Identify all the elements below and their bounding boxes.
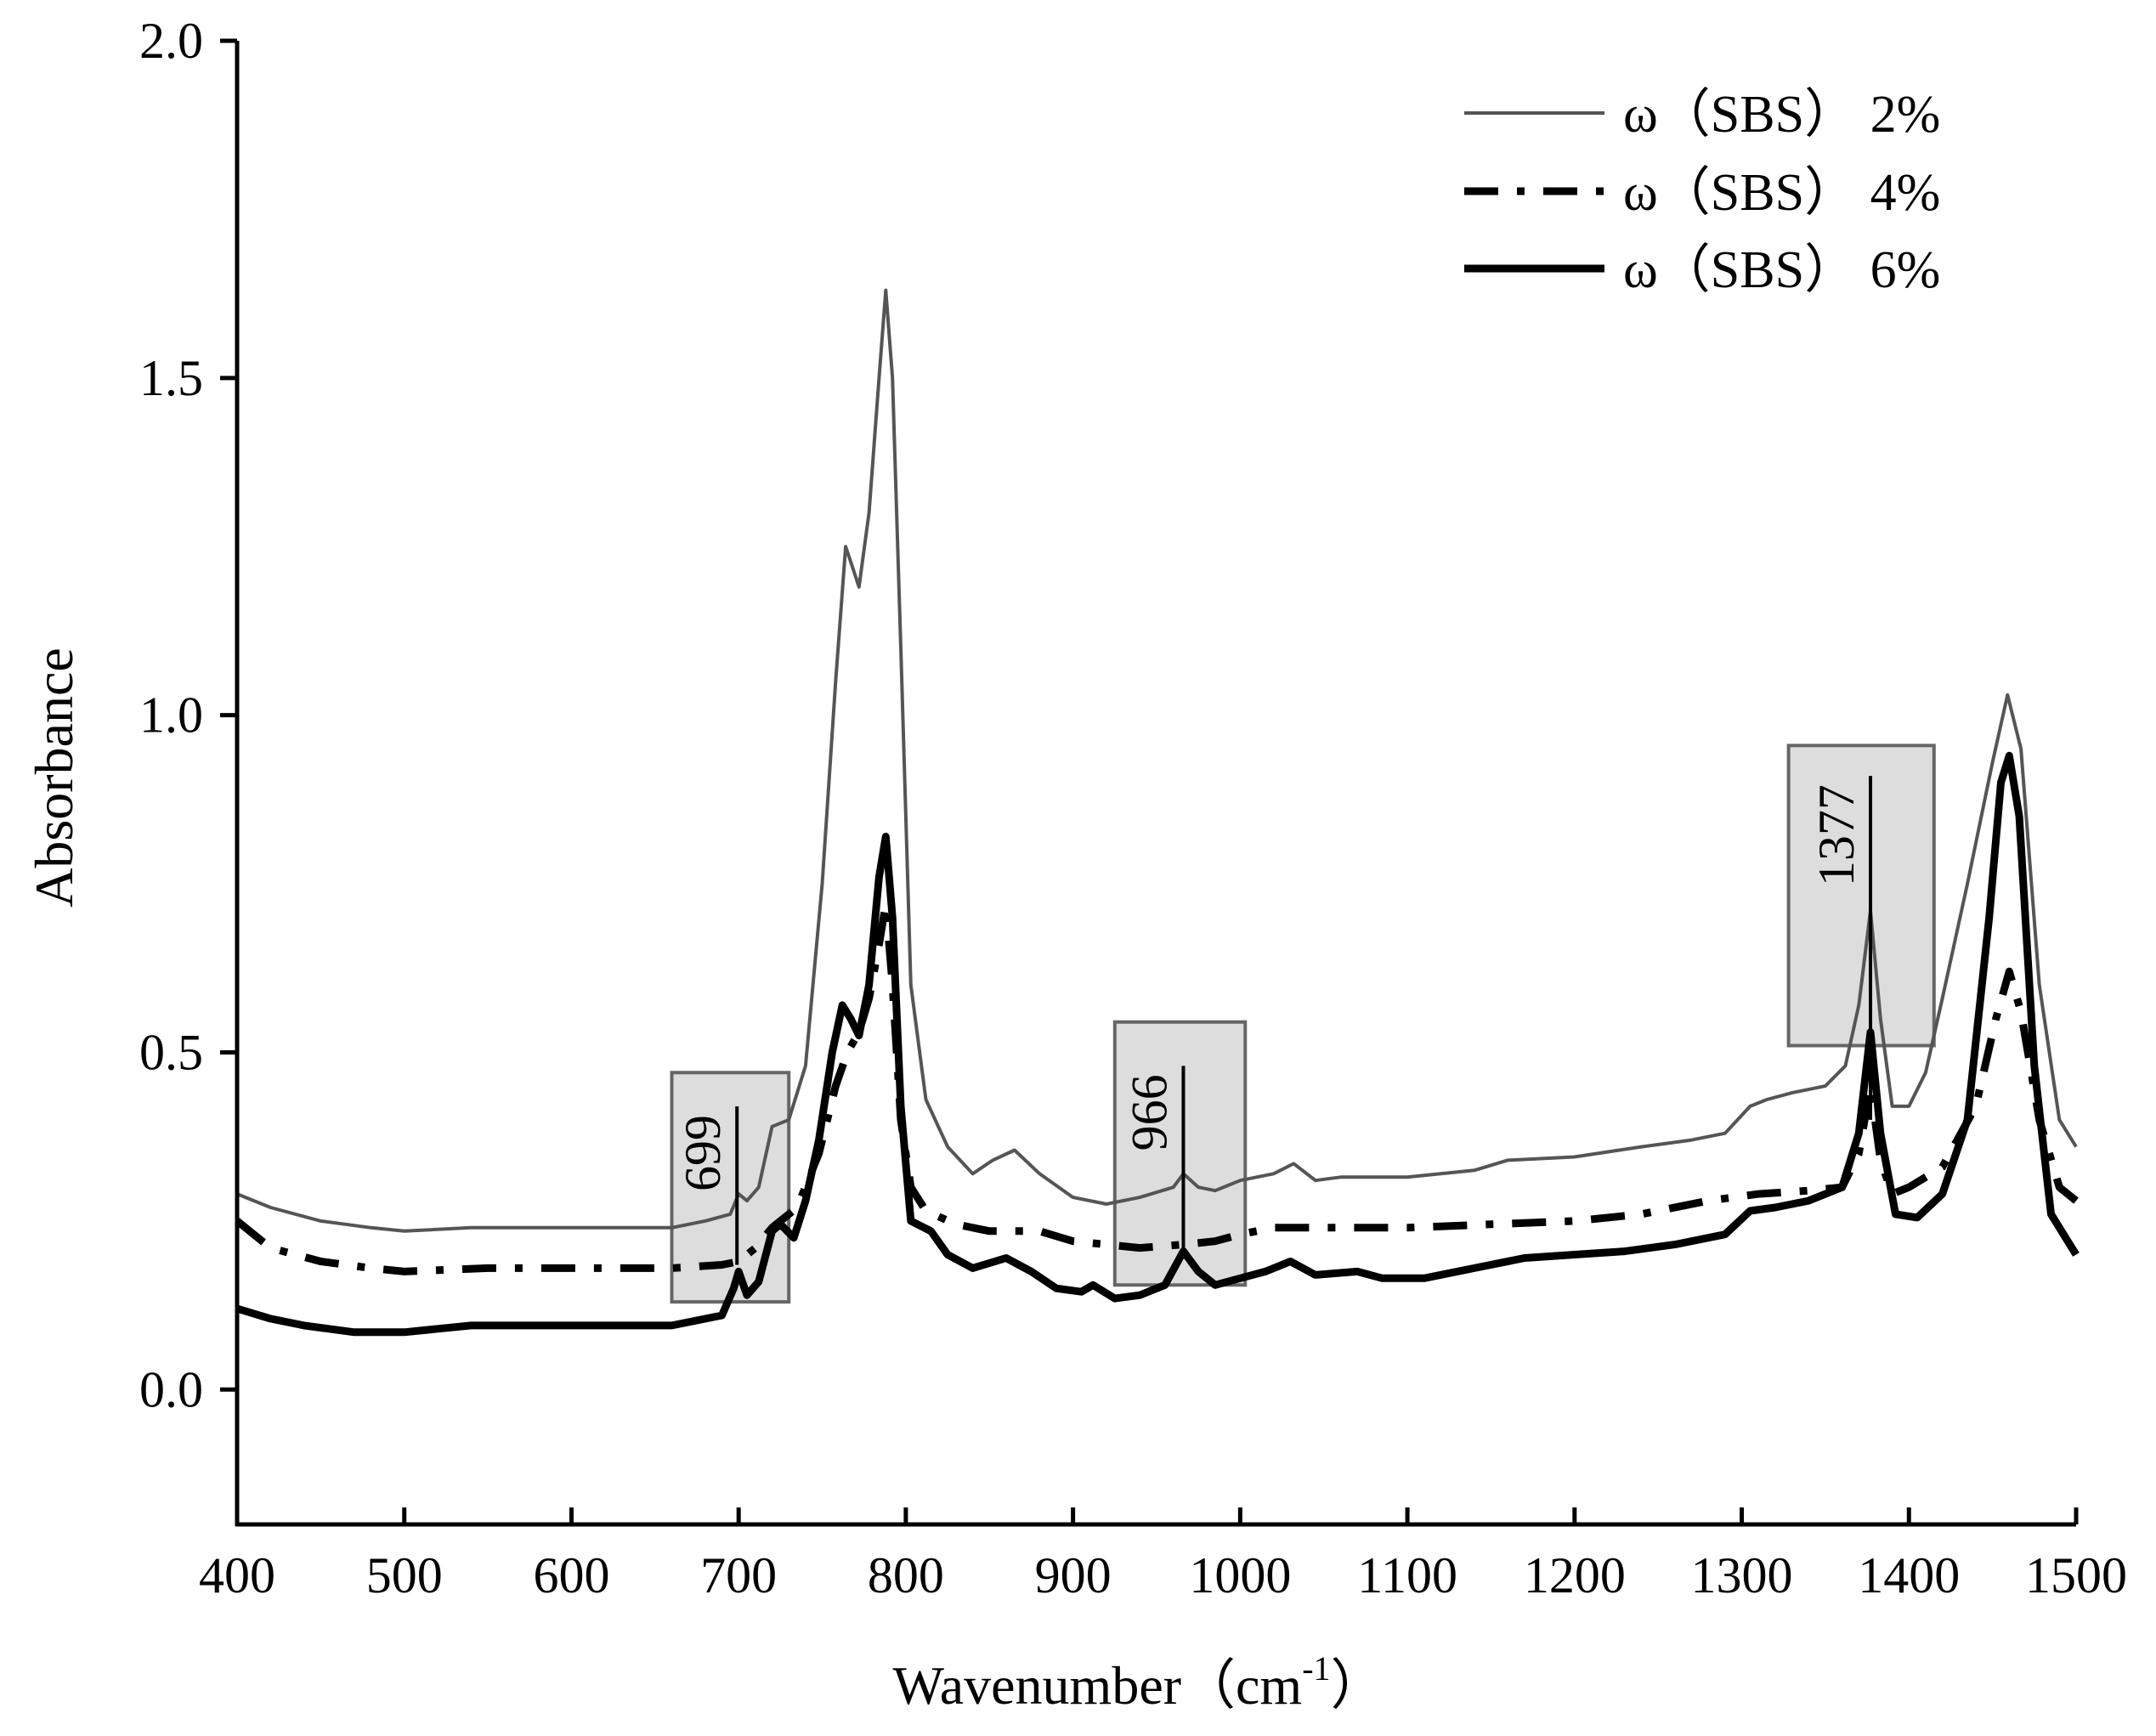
annotation-label-1377: 1377	[1808, 784, 1865, 886]
annotation-label-699: 699	[675, 1115, 731, 1191]
x-tick-label: 1100	[1357, 1547, 1457, 1603]
x-tick-label: 1400	[1858, 1547, 1960, 1603]
x-tick-label: 1000	[1189, 1547, 1291, 1603]
series-lines	[235, 288, 2080, 1337]
x-axis-label: Wavenumber（cm-1）	[892, 1649, 1384, 1716]
x-tick-label: 600	[533, 1547, 609, 1603]
x-axis-label-sup: -1	[1302, 1649, 1330, 1688]
x-tick-label: 500	[366, 1547, 443, 1603]
x-tick-label: 1200	[1524, 1547, 1626, 1603]
y-tick-label: 0.5	[139, 1024, 203, 1080]
legend-label-3: ω（SBS） 6%	[1623, 241, 1940, 299]
x-tick-label: 1300	[1691, 1547, 1793, 1603]
annotation-label-966: 966	[1121, 1074, 1177, 1151]
series-line-3	[235, 751, 2080, 1337]
annotation-markers: 699 966 1377	[675, 776, 1873, 1265]
x-tick-label: 700	[700, 1547, 777, 1603]
legend: ω（SBS） 2% ω（SBS） 4% ω（SBS） 6%	[1464, 86, 1940, 299]
x-tick-label: 1500	[2025, 1547, 2127, 1603]
axes	[235, 41, 2076, 1527]
series-line-2	[235, 900, 2079, 1275]
x-axis-label-main: Wavenumber（cm	[892, 1655, 1302, 1716]
x-tick-label: 900	[1035, 1547, 1112, 1603]
y-tick-label: 2.0	[139, 13, 203, 69]
x-tick-label: 800	[868, 1547, 944, 1603]
y-tick-label: 1.0	[139, 687, 203, 744]
y-axis-label: Absorbance	[24, 647, 84, 908]
x-ticks: 400 500 600 700 800 900 1000 1100 1200 1300 1400 15…	[199, 1507, 2127, 1603]
legend-label-1: ω（SBS） 2%	[1623, 86, 1940, 144]
x-tick-label: 400	[199, 1547, 275, 1603]
y-tick-label: 1.5	[139, 350, 203, 406]
y-tick-label: 0.0	[139, 1361, 203, 1417]
x-axis-label-close: ）	[1331, 1655, 1385, 1716]
y-ticks: 0.0 0.5 1.0 1.5 2.0	[139, 13, 237, 1417]
legend-label-2: ω（SBS） 4%	[1623, 164, 1940, 222]
series-line-1	[236, 288, 2078, 1233]
